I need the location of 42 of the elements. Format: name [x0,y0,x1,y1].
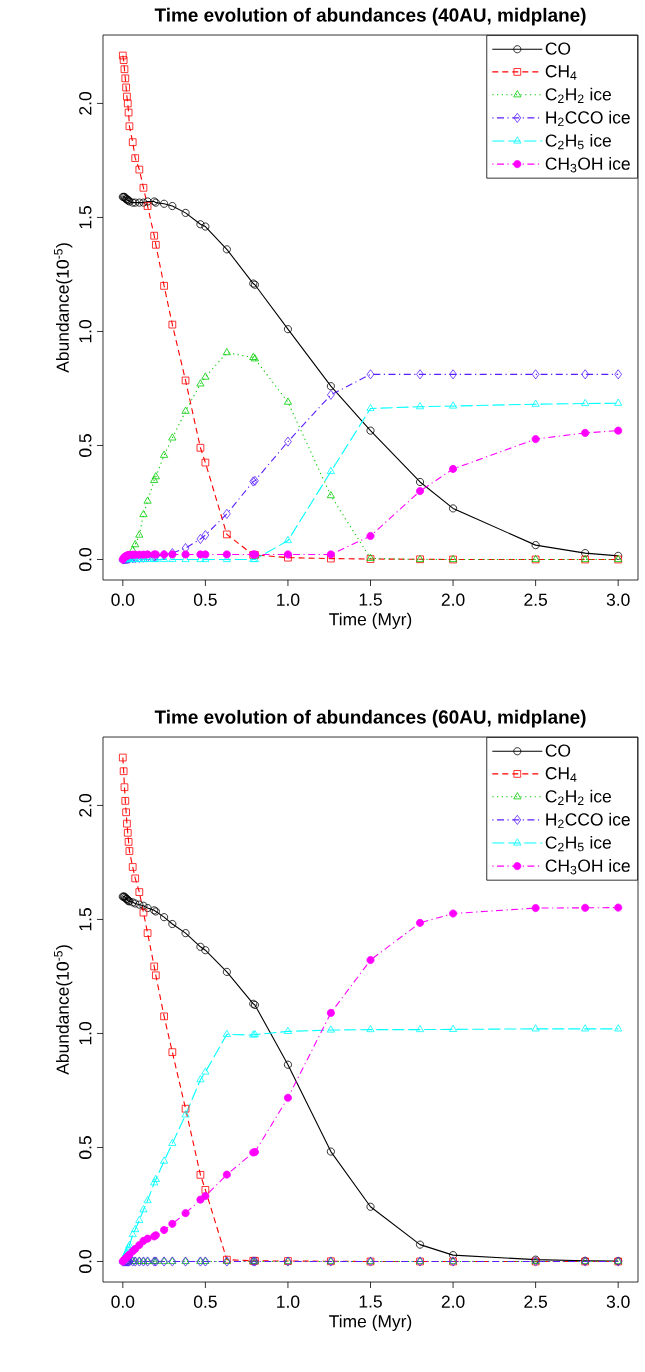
y-tick-label: 2.0 [79,793,92,817]
y-tick-label: 0.0 [79,1250,92,1273]
legend-label: CH$_{4}$ [545,767,577,782]
legend-label: CH$_{3}$OH ice [545,157,630,173]
x-tick-label: 3.0 [606,1295,630,1308]
x-axis-title: Time (Myr) [329,612,412,629]
legend-label: CO [545,42,571,55]
y-tick-label: 1.0 [79,1022,92,1045]
chart-title: Time evolution of abundances (40AU, midplane) [154,7,586,26]
legend-label: C$_{2}$H$_{2}$ ice [545,87,611,103]
y-tick-label: 0.5 [79,434,92,457]
x-tick-label: 2.0 [441,1295,465,1308]
x-tick-label: 1.0 [277,593,300,606]
x-tick-label: 2.0 [441,593,465,606]
x-tick-label: 1.0 [277,1295,300,1308]
x-tick-label: 1.5 [359,593,382,606]
legend-label: H$_{2}$CCO ice [546,812,630,829]
y-tick-label: 1.5 [79,206,92,229]
legend-label: C$_{2}$H$_{5}$ ice [545,133,611,150]
legend-label: C$_{2}$H$_{2}$ ice [545,789,611,805]
legend-label: CO [545,744,571,757]
x-tick-label: 0.5 [193,593,217,606]
y-axis-title: Abundance(10$^{-5}$) [54,945,73,1075]
legend-label: H$_{2}$CCO ice [546,110,630,127]
legend-label: C$_{2}$H$_{5}$ ice [545,835,611,852]
x-axis-title: Time (Myr) [329,1314,412,1331]
y-tick-label: 0.5 [79,1136,92,1159]
chart-title: Time evolution of abundances (60AU, midplane) [154,709,586,728]
x-tick-label: 0.0 [111,593,135,606]
x-tick-label: 0.0 [111,1295,135,1308]
x-tick-label: 2.5 [524,1295,548,1308]
y-tick-label: 0.0 [79,548,92,571]
x-tick-label: 1.5 [359,1295,382,1308]
y-axis-title: Abundance(10$^{-5}$) [54,243,73,373]
x-tick-label: 3.0 [606,593,630,606]
y-tick-label: 2.0 [79,91,92,115]
x-tick-label: 0.5 [193,1295,217,1308]
x-tick-label: 2.5 [524,593,548,606]
legend-label: CH$_{4}$ [545,65,577,80]
y-tick-label: 1.5 [79,908,92,931]
legend-label: CH$_{3}$OH ice [545,859,630,875]
y-tick-label: 1.0 [79,320,92,343]
